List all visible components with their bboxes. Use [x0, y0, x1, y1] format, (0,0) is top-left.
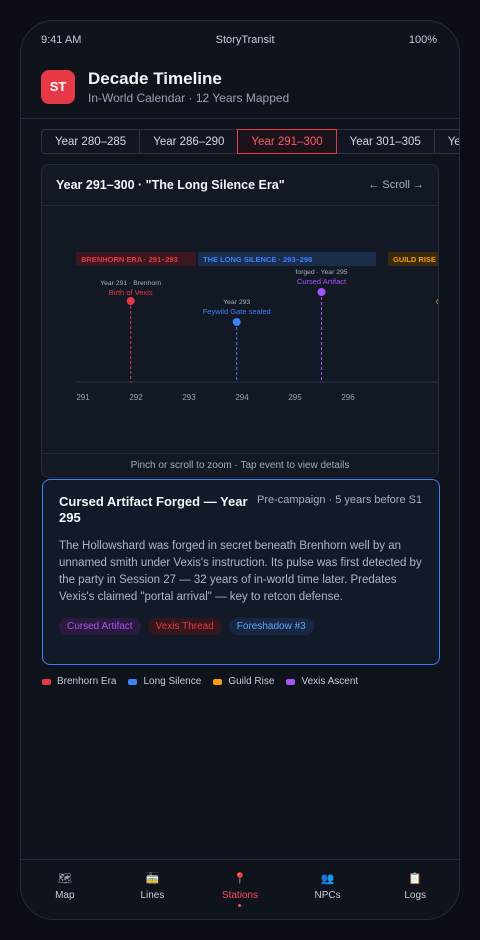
- nav-label: NPCs: [314, 890, 341, 901]
- nav-label: Stations: [221, 890, 259, 901]
- era-label: THE LONG SILENCE · 293–298: [203, 255, 312, 264]
- timeline-chart[interactable]: BRENHORN ERA · 291–293 THE LONG SILENCE ·…: [42, 206, 439, 454]
- legend-item: Vexis Ascent: [286, 676, 358, 687]
- tab-year-range[interactable]: Year 280–285: [41, 129, 141, 154]
- timeline-card: Year 291–300 · "The Long Silence Era" ← …: [41, 164, 439, 478]
- event-detail-title: Cursed Artifact Forged — Year 295: [59, 494, 248, 525]
- era-band: [388, 252, 438, 266]
- legend-label: Guild Rise: [228, 676, 275, 687]
- legend-item: Long Silence: [128, 676, 201, 687]
- event-caption: forged · Year 295: [295, 269, 347, 276]
- timeline-header: Year 291–300 · "The Long Silence Era" ← …: [42, 165, 438, 206]
- event-marker: [125, 296, 136, 306]
- event-tag[interactable]: Cursed Artifact: [59, 618, 141, 635]
- map-icon: 🗺: [57, 873, 72, 885]
- legend-swatch: [286, 678, 296, 685]
- scroll-hint[interactable]: ← Scroll →: [368, 179, 424, 191]
- legend-item: Brenhorn Era: [42, 676, 116, 687]
- event-label: Cursed Artifact: [297, 277, 347, 286]
- nav-stations[interactable]: 📍 Stations: [205, 872, 275, 907]
- nav-lines[interactable]: 🚋 Lines: [117, 872, 187, 901]
- legend-label: Vexis Ascent: [301, 676, 359, 687]
- tab-year-range[interactable]: Year 286–290: [139, 129, 239, 154]
- nav-map[interactable]: 🗺 Map: [30, 872, 100, 901]
- status-bar: 9:41 AM StoryTransit 100%: [21, 21, 459, 59]
- event-caption: Year 291 · Brenhorn: [100, 280, 161, 287]
- event-tag[interactable]: Vexis Thread: [147, 618, 222, 635]
- event-label: Birth of Vexis: [109, 288, 153, 297]
- nav-label: Logs: [404, 890, 427, 901]
- tab-year-range[interactable]: Year 301–305: [335, 129, 435, 154]
- status-battery: 100%: [408, 34, 437, 46]
- active-indicator: [238, 904, 242, 907]
- legend-swatch: [128, 678, 138, 685]
- event-detail-body: The Hollowshard was forged in secret ben…: [59, 540, 422, 603]
- nav-logs[interactable]: 📋 Logs: [380, 872, 450, 901]
- year-range-tabs: Year 280–285 Year 286–290 Year 291–300 Year…: [41, 129, 459, 154]
- axis-tick-label: 296: [341, 393, 355, 402]
- era-legend: Brenhorn Era Long Silence Guild Rise Vexis …: [42, 676, 370, 687]
- nav-npcs[interactable]: 👥 NPCs: [293, 872, 363, 901]
- era-band: [198, 252, 376, 266]
- tram-icon: 🚋: [145, 873, 160, 885]
- app-logo: ST: [41, 69, 75, 104]
- event-marker: [231, 317, 242, 327]
- event-marker: [316, 287, 327, 297]
- event-detail-card[interactable]: Cursed Artifact Forged — Year 295 Pre-ca…: [42, 479, 440, 665]
- clipboard-icon: 📋: [408, 873, 423, 885]
- people-icon: 👥: [320, 873, 335, 885]
- bottom-nav: 🗺 Map 🚋 Lines 📍 Stations 👥 NPCs 📋 Logs: [21, 859, 459, 919]
- nav-label: Lines: [140, 890, 165, 901]
- legend-item: Guild Rise: [213, 676, 274, 687]
- pin-icon: 📍: [233, 873, 247, 885]
- axis-tick-label: 293: [182, 393, 196, 402]
- phone-frame: 9:41 AM StoryTransit 100% ST Decade Time…: [20, 20, 460, 920]
- era-label: BRENHORN ERA · 291–293: [81, 255, 178, 264]
- event-detail-meta: Pre-campaign · 5 years before S1: [257, 494, 423, 506]
- axis-tick-label: 295: [288, 393, 302, 402]
- timeline-title: Year 291–300 · "The Long Silence Era": [56, 178, 285, 192]
- status-time: 9:41 AM: [41, 34, 82, 46]
- event-tags: Cursed Artifact Vexis Thread Foreshadow #3: [59, 618, 423, 635]
- axis-tick-label: 294: [235, 393, 249, 402]
- status-carrier: StoryTransit: [215, 34, 275, 46]
- era-band: [76, 252, 196, 266]
- axis-tick-label: 291: [76, 393, 90, 402]
- tab-year-range[interactable]: Ye: [433, 129, 459, 154]
- page-title: Decade Timeline: [88, 68, 222, 88]
- era-label: GUILD RISE: [393, 255, 436, 264]
- nav-label: Map: [55, 890, 75, 901]
- tab-year-range[interactable]: Year 291–300: [237, 129, 337, 154]
- legend-label: Long Silence: [143, 676, 202, 687]
- legend-swatch: [42, 678, 51, 685]
- event-label: Guild founded: [436, 297, 439, 306]
- event-caption: Year 293: [223, 299, 250, 306]
- timeline-footer: Pinch or scroll to zoom · Tap event to v…: [42, 453, 438, 477]
- page-subtitle: In-World Calendar · 12 Years Mapped: [88, 90, 290, 105]
- axis-tick-label: 292: [129, 393, 143, 402]
- event-label: Feywild Gate sealed: [203, 307, 271, 316]
- event-tag[interactable]: Foreshadow #3: [228, 618, 314, 635]
- app-header: ST Decade Timeline In-World Calendar · 1…: [21, 59, 459, 119]
- legend-label: Brenhorn Era: [57, 676, 117, 687]
- legend-swatch: [213, 678, 223, 685]
